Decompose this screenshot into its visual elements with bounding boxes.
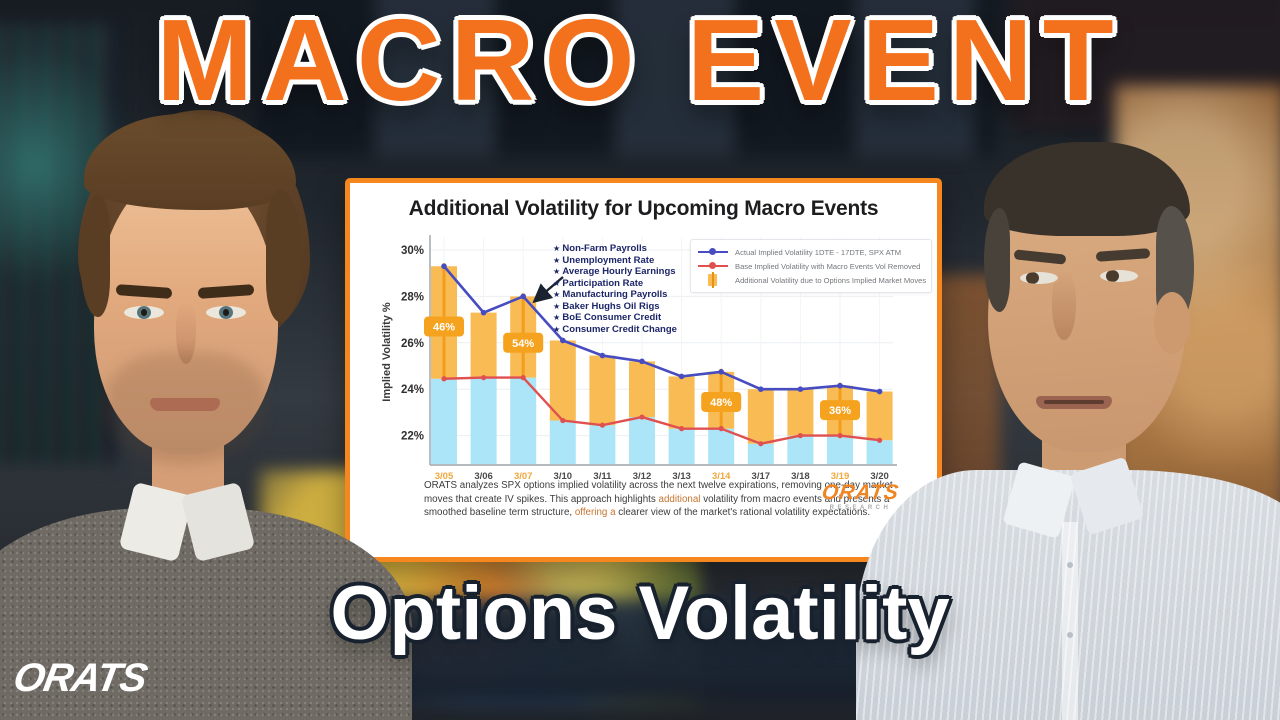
orats-logo-text: ORATS [820,481,901,504]
warm-wall-right [1115,85,1280,585]
volatility-chart: 30% 28% 26% 24% 22% 3/05 3/06 3/07 3/10 3/11 3/12 3… [401,235,897,482]
orange-bar-icon [698,272,728,288]
star-icon: ★ [553,325,563,335]
red-line-marker-icon [698,259,728,273]
legend-row-0: Actual Implied Volatility 1DTE - 17DTE, … [698,245,924,259]
svg-text:3/13: 3/13 [672,471,691,482]
legend-label: Base Implied Volatility with Macro Event… [735,261,921,271]
svg-text:22%: 22% [401,431,424,443]
svg-text:3/19: 3/19 [831,471,850,482]
chart-card: Additional Volatility for Upcoming Macro… [345,178,942,562]
svg-text:48%: 48% [710,397,732,409]
svg-text:3/14: 3/14 [712,471,731,482]
main-title: MACRO EVENT [156,0,1124,125]
svg-text:3/11: 3/11 [593,471,612,482]
chart-title: Additional Volatility for Upcoming Macro… [408,197,879,220]
svg-text:3/05: 3/05 [435,471,454,482]
macro-event-item: ★ Manufacturing Payrolls [553,289,668,301]
subtitle: Options Volatility [330,571,950,656]
svg-text:30%: 30% [401,245,424,257]
legend-row-2: Additional Volatility due to Options Imp… [698,272,927,288]
desk-band [365,600,885,700]
svg-text:46%: 46% [433,322,455,334]
star-icon: ★ [553,255,563,265]
orats-watermark-logo: ORATS [10,656,150,700]
macro-event-item: ★ Baker Hughs Oil Rigs [553,300,660,312]
svg-text:36%: 36% [829,405,851,417]
macro-event-item: ★ BoE Consumer Credit [553,312,662,324]
trading-screens-top [255,0,995,155]
svg-text:3/17: 3/17 [752,471,771,482]
blue-line-marker-icon [698,245,728,259]
star-icon: ★ [553,313,563,323]
chart-footnote: ORATS analyzes SPX options implied volat… [424,480,893,519]
svg-text:3/07: 3/07 [514,471,533,482]
star-icon: ★ [553,301,563,311]
chart-legend: Actual Implied Volatility 1DTE - 17DTE, … [690,239,932,293]
macro-event-item: ★ Consumer Credit Change [553,324,677,336]
star-icon: ★ [553,278,563,288]
svg-text:3/12: 3/12 [633,471,652,482]
svg-text:3/18: 3/18 [791,471,810,482]
svg-text:3/06: 3/06 [474,471,493,482]
macro-event-item: ★ Average Hourly Earnings [553,266,676,278]
macro-event-item: ★ Non-Farm Payrolls [553,243,647,254]
svg-text:28%: 28% [401,291,424,303]
legend-label: Additional Volatility due to Options Imp… [735,275,927,285]
svg-text:24%: 24% [401,384,424,396]
star-icon: ★ [553,290,563,300]
orats-research-logo: ORATS RESEARCH [820,481,901,511]
orats-logo-subtext: RESEARCH [829,505,892,511]
svg-text:26%: 26% [401,338,424,350]
macro-event-item: ★ Participation Rate [553,277,644,289]
star-icon: ★ [553,244,563,253]
svg-text:54%: 54% [512,338,534,350]
legend-label: Actual Implied Volatility 1DTE - 17DTE, … [735,247,902,257]
macro-event-item: ★ Unemployment Rate [553,254,655,266]
svg-text:3/10: 3/10 [554,471,573,482]
y-axis-label: Implied Volatility % [381,302,393,402]
star-icon: ★ [553,267,563,277]
macro-event-list: ★ Non-Farm Payrolls ★ Unemployment Rate ★ … [553,243,677,336]
legend-row-1: Base Implied Volatility with Macro Event… [698,259,924,273]
